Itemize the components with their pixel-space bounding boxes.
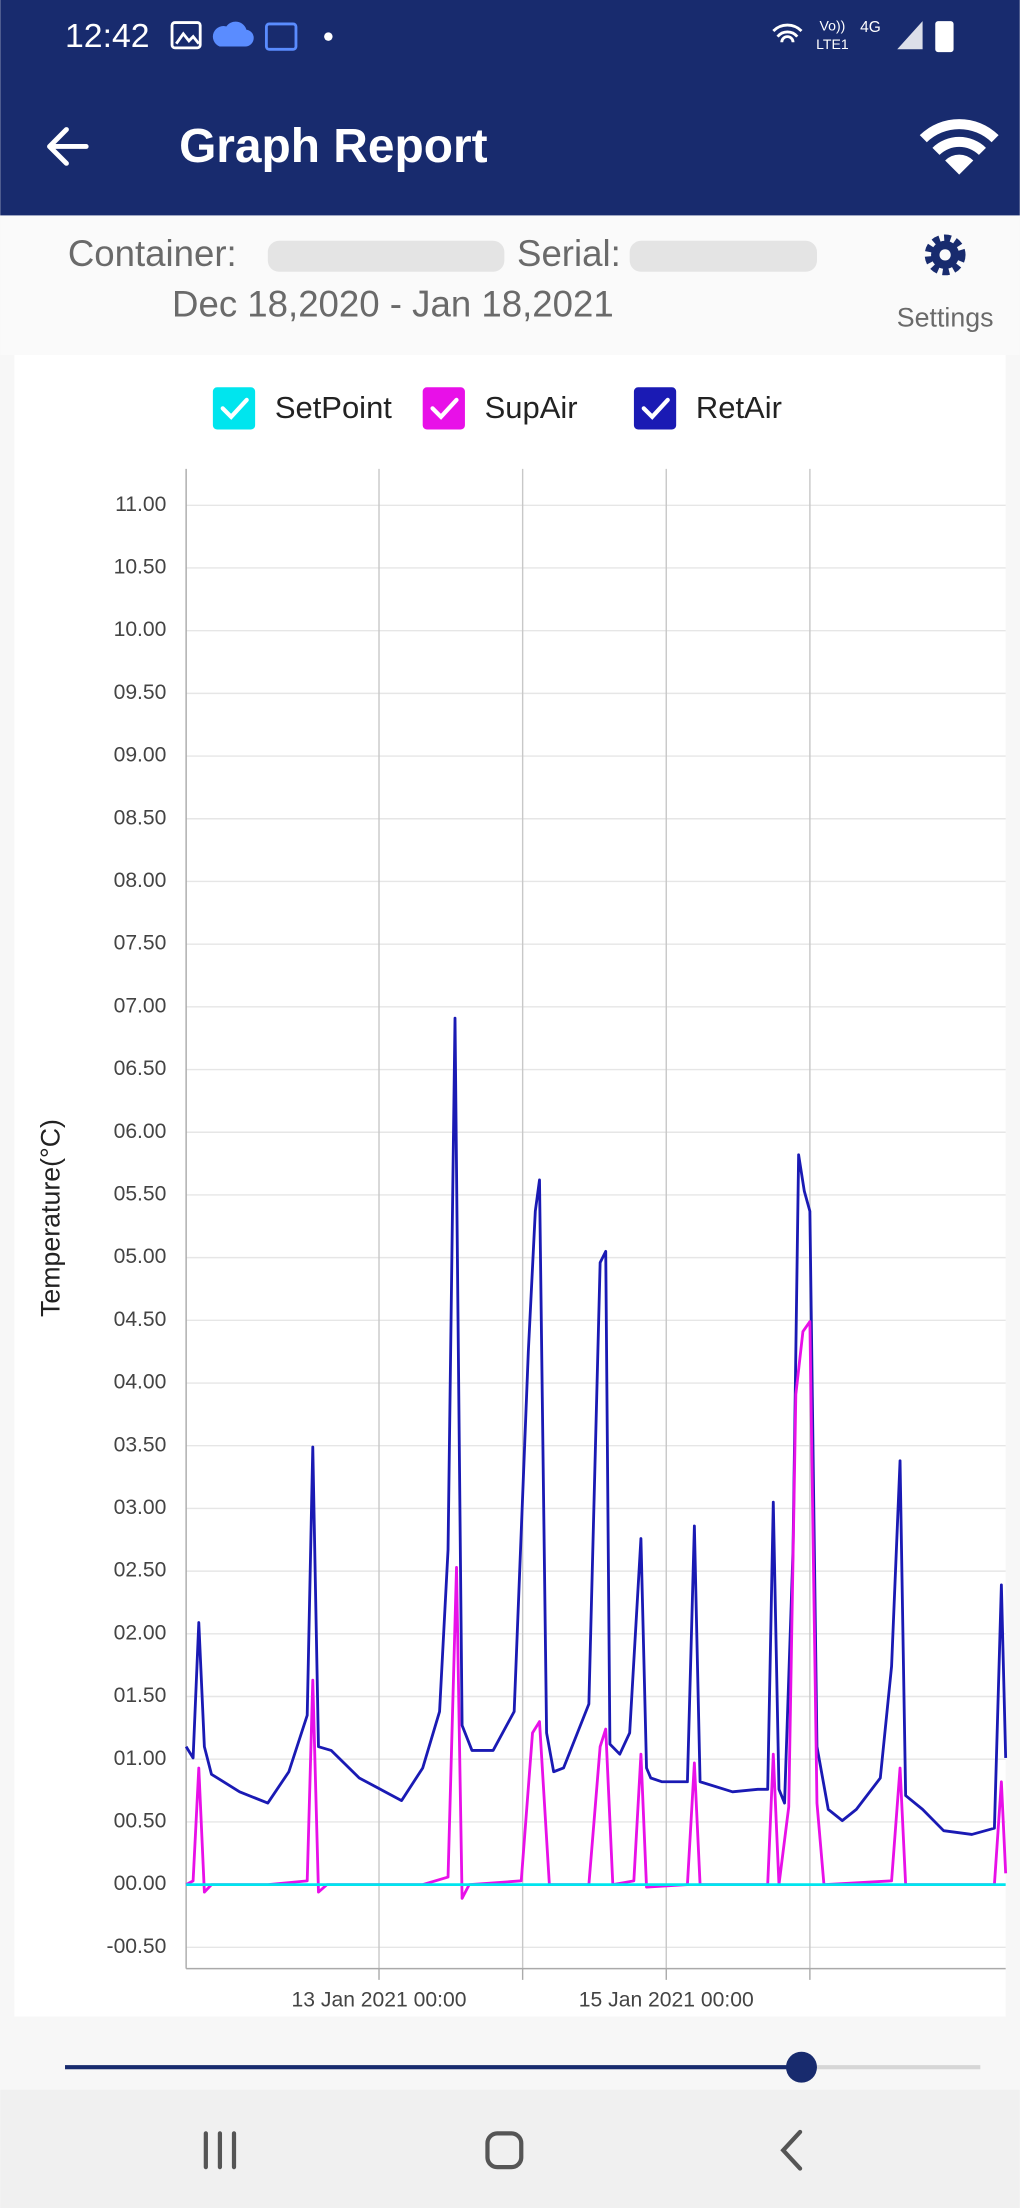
slider-thumb[interactable] xyxy=(786,2051,817,2083)
legend-label: RetAir xyxy=(696,390,782,425)
y-tick-label: 08.50 xyxy=(114,806,167,829)
serial-label: Serial: xyxy=(517,233,621,274)
y-tick-label: 02.00 xyxy=(114,1621,167,1644)
back-button[interactable] xyxy=(47,127,89,166)
y-tick-label: 00.50 xyxy=(114,1809,167,1832)
date-range: Dec 18,2020 - Jan 18,2021 xyxy=(172,284,614,325)
y-tick-label: 07.00 xyxy=(114,994,167,1017)
page-title: Graph Report xyxy=(179,120,488,173)
y-axis-label: Temperature(°C) xyxy=(35,1119,65,1317)
y-tick-label: 10.50 xyxy=(114,556,167,579)
info-bg xyxy=(0,215,1020,355)
y-tick-label: 02.50 xyxy=(114,1559,167,1582)
container-value-blurred xyxy=(267,240,505,272)
recents-button[interactable] xyxy=(203,2131,237,2170)
y-tick-label: 04.50 xyxy=(114,1308,167,1331)
settings-label: Settings xyxy=(897,303,994,333)
legend-check xyxy=(430,397,459,420)
x-tick-label: 13 Jan 2021 00:00 xyxy=(292,1989,467,2012)
container-label: Container: xyxy=(68,233,237,274)
home-button[interactable] xyxy=(485,2131,524,2170)
y-tick-label: 05.50 xyxy=(114,1183,167,1206)
legend-label: SupAir xyxy=(485,390,578,425)
y-tick-label: 11.00 xyxy=(115,493,166,516)
y-tick-label: 04.00 xyxy=(114,1371,167,1394)
nav-back-button[interactable] xyxy=(780,2129,803,2171)
y-tick-label: 05.00 xyxy=(114,1245,167,1268)
x-tick-label: 15 Jan 2021 00:00 xyxy=(579,1989,754,2012)
serial-value-blurred xyxy=(629,240,817,272)
legend-checkbox[interactable] xyxy=(633,387,677,430)
wifi-button[interactable] xyxy=(919,119,999,175)
y-tick-label: 00.00 xyxy=(114,1872,167,1895)
y-tick-label: 06.00 xyxy=(114,1120,167,1143)
legend-checkbox[interactable] xyxy=(212,387,256,430)
y-tick-label: 08.00 xyxy=(114,869,167,892)
app-bar-bg xyxy=(0,0,1020,216)
y-tick-label: 09.00 xyxy=(114,744,167,767)
y-tick-label: 03.50 xyxy=(114,1433,167,1456)
legend-item[interactable]: SetPoint xyxy=(212,387,392,430)
legend-label: SetPoint xyxy=(275,390,392,425)
y-tick-label: 01.50 xyxy=(114,1684,167,1707)
series-line xyxy=(185,1320,1008,1900)
legend-item[interactable]: SupAir xyxy=(422,387,578,430)
nav-bar xyxy=(0,2089,1020,2208)
y-tick-label: 09.50 xyxy=(114,681,167,704)
plot-lines xyxy=(184,1016,1008,1900)
legend-check xyxy=(220,397,249,420)
status-time: 12:42 xyxy=(65,17,150,55)
y-tick-label: 10.00 xyxy=(114,618,167,641)
status-lte: LTE1 xyxy=(816,36,849,52)
y-tick-label: 07.50 xyxy=(114,932,167,955)
settings-button[interactable]: Settings xyxy=(897,234,994,333)
y-tick-label: 03.00 xyxy=(114,1496,167,1519)
legend-checkbox[interactable] xyxy=(422,387,465,430)
status-network: 4G xyxy=(860,19,881,36)
y-tick-label: 01.00 xyxy=(114,1747,167,1770)
y-tick-label: 06.50 xyxy=(114,1057,167,1080)
legend-check xyxy=(641,397,670,420)
legend-item[interactable]: RetAir xyxy=(633,387,782,430)
status-volte: Vo)) xyxy=(820,17,846,33)
y-tick-label: -00.50 xyxy=(107,1935,167,1958)
legend: SetPoint SupAir RetAir xyxy=(212,387,782,430)
series-line xyxy=(184,1016,1008,1836)
chart-card xyxy=(14,354,1006,2017)
